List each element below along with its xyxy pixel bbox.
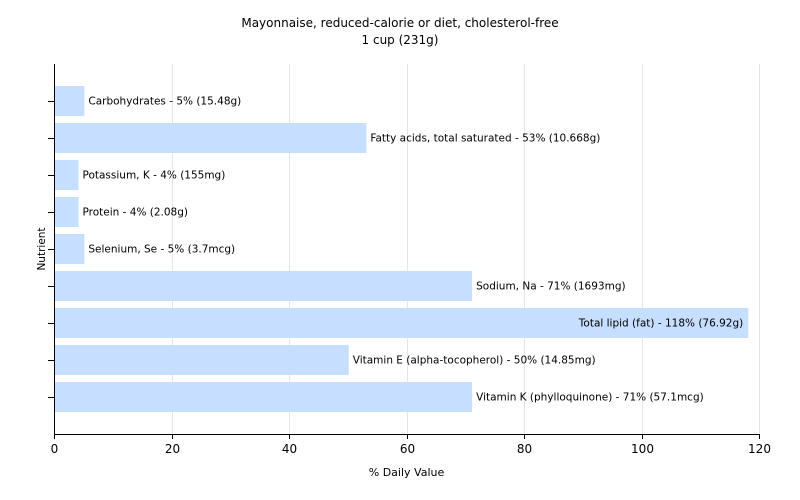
x-tick-label: 20 (165, 442, 180, 456)
chart-subtitle: 1 cup (231g) (361, 33, 439, 47)
x-tick-label: 60 (400, 442, 415, 456)
bar (55, 160, 79, 190)
y-axis-label: Nutrient (36, 227, 48, 270)
bar (55, 345, 349, 375)
bar-label: Protein - 4% (2.08g) (83, 207, 189, 219)
bar (55, 271, 473, 301)
bar-label: Fatty acids, total saturated - 53% (10.6… (370, 133, 600, 145)
bar-label: Carbohydrates - 5% (15.48g) (88, 96, 241, 108)
bar (55, 382, 473, 412)
bar (55, 234, 85, 264)
bar (55, 123, 367, 153)
chart-title: Mayonnaise, reduced-calorie or diet, cho… (241, 16, 559, 30)
bar-label: Potassium, K - 4% (155mg) (83, 170, 226, 182)
x-tick-label: 40 (282, 442, 297, 456)
bar-label: Vitamin E (alpha-tocopherol) - 50% (14.8… (353, 355, 596, 367)
x-tick-label: 100 (631, 442, 654, 456)
bar (55, 197, 79, 227)
x-axis-label: % Daily Value (369, 466, 445, 479)
bar (55, 308, 749, 338)
x-tick-label: 0 (51, 442, 59, 456)
bar (55, 86, 85, 116)
bar-label: Sodium, Na - 71% (1693mg) (476, 281, 625, 293)
x-tick-label: 120 (748, 442, 771, 456)
bar-label: Vitamin K (phylloquinone) - 71% (57.1mcg… (476, 392, 704, 404)
bar-label: Selenium, Se - 5% (3.7mcg) (88, 244, 235, 256)
bar-label: Total lipid (fat) - 118% (76.92g) (578, 318, 743, 330)
x-tick-label: 80 (517, 442, 532, 456)
